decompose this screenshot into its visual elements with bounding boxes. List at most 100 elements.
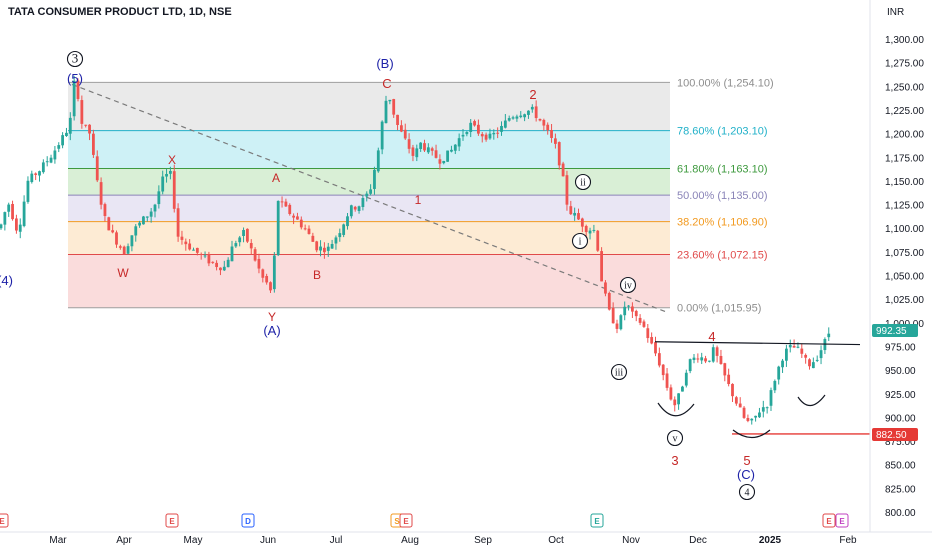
candle-body [684,372,688,386]
time-tick-label: Apr [116,535,132,546]
candle-body [34,173,38,175]
candle-body [423,143,426,151]
wave-label: v [673,434,678,445]
candle-body [145,216,149,218]
candle-body [731,383,734,397]
candle-body [176,208,180,237]
candle-body [307,228,311,234]
candle-body [22,201,26,227]
arc-right [797,394,826,407]
candle-body [346,216,349,227]
candle-body [203,255,207,257]
candle-body [172,171,176,209]
candle-body [84,124,88,126]
candle-body [792,345,796,348]
candle-body [107,217,111,231]
event-marker[interactable] [0,513,9,528]
candle-body [646,328,650,339]
candle-body [207,254,211,264]
price-tick-label: 1,025.00 [885,295,924,306]
wave-label: (4) [0,273,13,288]
candle-body [465,131,469,135]
last-price-label: 992.35 [876,326,907,337]
time-tick-label: 2025 [759,535,782,546]
candle-body [677,393,680,405]
candle-body [500,125,503,132]
candle-body [534,106,538,119]
price-tick-label: 1,200.00 [885,130,924,141]
candle-body [134,226,138,236]
candle-body [311,235,315,242]
candle-body [788,344,792,348]
candle-body [673,399,677,406]
wave-label: 2 [529,87,536,102]
candle-body [434,150,438,158]
wave-label: (A) [263,323,280,338]
price-tick-label: 875.00 [885,437,916,448]
candle-body [365,193,369,197]
candle-body [180,236,184,240]
wave-circle [574,173,592,191]
candle-body [627,305,630,307]
candle-body [461,134,465,137]
candle-body [515,116,519,119]
candle-body [453,144,457,151]
candle-body [746,417,750,421]
candle-body [103,204,107,217]
candle-body [785,348,788,361]
candle-body [319,246,322,251]
candle-body [353,206,357,210]
candle-body [76,80,80,99]
candle-body [484,134,488,140]
event-marker[interactable] [822,513,836,528]
candle-body [688,359,692,372]
candle-body [442,160,446,164]
candle-body [380,121,384,150]
neckline [654,341,861,346]
candle-body [326,246,330,251]
event-marker[interactable] [399,513,413,528]
fib-level-label: 23.60% (1,072.15) [677,250,768,262]
candle-body [115,232,118,245]
candle-body [781,360,784,368]
candle-body [580,218,584,227]
candle-body [503,120,507,128]
last-price-badge[interactable] [872,324,918,338]
price-tick-label: 1,300.00 [885,35,924,46]
candle-body [253,249,257,261]
candle-body [619,315,623,330]
candle-body [342,224,346,235]
support-price-label: 882.50 [876,430,907,441]
candle-body [334,237,338,244]
candle-body [388,99,392,102]
arc-middle [732,429,771,439]
candle-body [588,230,592,234]
candle-body [600,251,603,282]
price-tick-label: 1,150.00 [885,177,924,188]
candle-body [758,412,761,418]
wave-label: Y [268,310,276,324]
support-price-badge[interactable] [872,427,918,441]
candle-body [815,359,819,361]
candle-body [457,138,461,147]
time-tick-label: May [184,535,203,546]
candle-body [373,169,376,189]
candle-body [26,180,30,202]
event-marker[interactable] [835,513,849,528]
candle-body [727,374,731,385]
candle-body [376,150,380,172]
candle-body [496,132,500,134]
candle-body [604,282,607,294]
event-marker[interactable] [165,513,179,528]
currency-label[interactable]: INR [887,7,905,18]
candle-body [800,348,804,354]
candle-body [403,129,407,139]
candle-body [149,211,153,217]
event-marker[interactable] [590,513,604,528]
event-marker[interactable] [241,513,255,528]
wave-label: C [382,76,391,91]
candle-body [99,182,103,205]
candle-body [754,415,757,418]
